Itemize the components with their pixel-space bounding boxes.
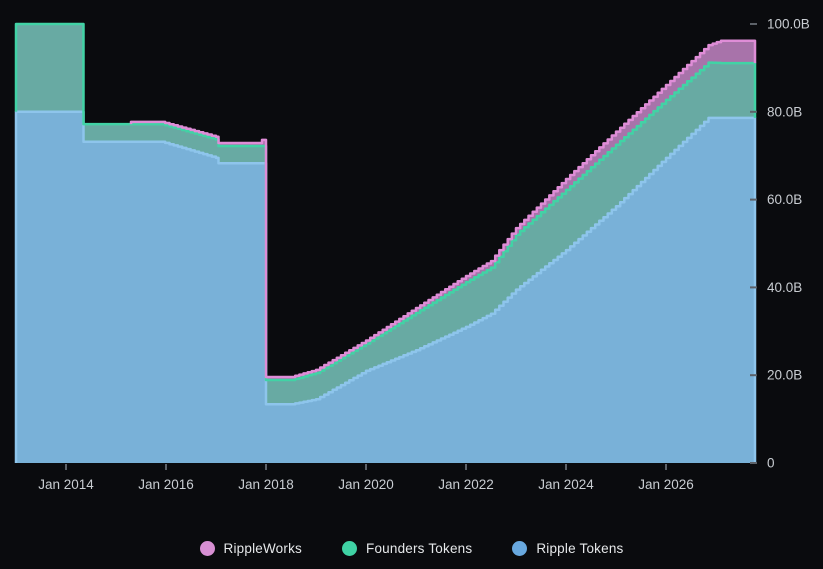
y-axis-tick-label: 100.0B (767, 17, 810, 32)
stacked-area-chart: 0 20.0B 40.0B 60.0B 80.0B 100.0B Jan 2014 Jan 2… (14, 17, 810, 492)
x-axis-tick-label: Jan 2020 (338, 477, 394, 492)
line-founders-tokens (14, 22, 757, 382)
x-axis-tick-label: Jan 2018 (238, 477, 294, 492)
founders-tokens-dot-icon (342, 540, 357, 556)
x-axis-tick-label: Jan 2024 (538, 477, 594, 492)
line-ripple-tokens (14, 110, 757, 463)
legend-label-ripple-tokens: Ripple Tokens (536, 540, 624, 556)
y-axis-tick-label: 20.0B (767, 368, 802, 383)
y-axis-tick-label: 60.0B (767, 192, 802, 207)
y-axis-tick-label: 80.0B (767, 104, 802, 119)
ripple-tokens-dot-icon (512, 540, 528, 556)
area-ripple-tokens (16, 111, 755, 464)
line-rippleworks (129, 39, 757, 379)
chart-legend: RippleWorks Founders Tokens Ripple Token… (0, 536, 823, 560)
x-axis-tick-label: Jan 2014 (38, 477, 94, 492)
y-axis-tick-label: 0 (767, 456, 775, 471)
x-axis-tick-label: Jan 2016 (138, 477, 194, 492)
legend-label-founders-tokens: Founders Tokens (366, 540, 473, 556)
legend-item-rippleworks[interactable]: RippleWorks (199, 540, 302, 556)
y-axis-tick-label: 40.0B (767, 280, 802, 295)
x-axis-tick-label: Jan 2026 (638, 477, 694, 492)
legend-item-founders-tokens[interactable]: Founders Tokens (342, 540, 473, 556)
rippleworks-dot-icon (199, 540, 215, 556)
legend-item-ripple-tokens[interactable]: Ripple Tokens (512, 540, 624, 556)
x-axis-tick-label: Jan 2022 (438, 477, 494, 492)
legend-label-rippleworks: RippleWorks (223, 540, 302, 556)
